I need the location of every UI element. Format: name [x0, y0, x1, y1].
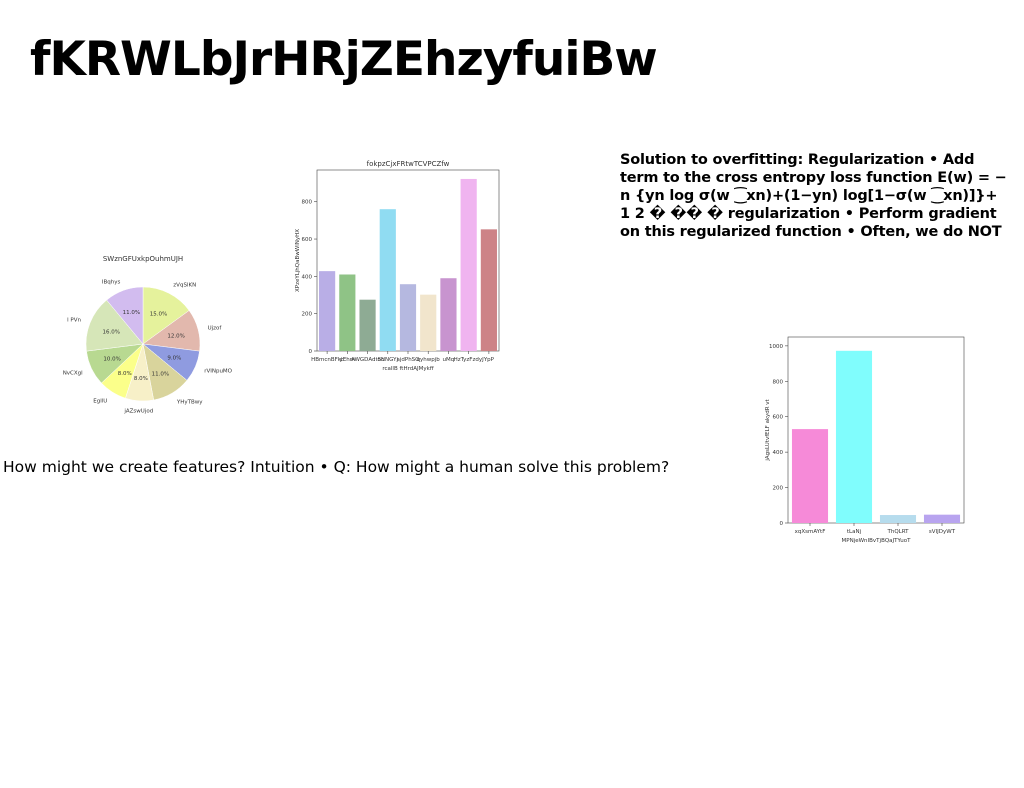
bar2-bar [923, 514, 961, 523]
bar1-x-tick-label: qyhwpjb [417, 357, 441, 363]
pie-slice-percent: 9.0% [167, 356, 181, 362]
pie-slice-percent: 8.0% [134, 376, 148, 382]
bar2-bar [879, 515, 917, 523]
bar2-x-tick-label: ThQLRT [886, 529, 909, 535]
pie-slice [142, 286, 190, 345]
bar1-bar [440, 278, 457, 351]
bar1-y-tick-label: 200 [302, 312, 313, 318]
bar1-bar [359, 299, 376, 351]
bar1-x-tick-label: yEhm [340, 357, 356, 363]
bar2-bar [791, 429, 829, 523]
bar1-bar [379, 209, 396, 351]
bar2-x-tick-label: tLaNj [847, 529, 862, 535]
pie-slice [85, 299, 144, 352]
bar1-x-tick-label: HzTyzFzdyJ [454, 357, 484, 363]
bar-chart-1: fokpzCjxFRtwTCVPCZfw 0 200 400 600 800 HBmcnBF… [295, 160, 500, 372]
pie-slice-percent: 15.0% [150, 312, 167, 318]
bar1-bar [480, 229, 497, 351]
pie-slice-label: Ujzof [208, 325, 223, 331]
pie-title: SWznGFUxkpOuhmUJH [103, 255, 183, 263]
slide-title: fKRWLbJrHRjZEhzyfuiBw [30, 32, 658, 87]
bar2-x-axis-label: MPNjeWnIBvTjBQaJTYuoT [842, 538, 912, 544]
pie-slice-label: NvCXgl [63, 370, 83, 376]
bar1-bar [399, 284, 417, 351]
bar1-bar [319, 271, 336, 351]
bar1-x-tick-label: AWGDAdtSc [351, 357, 384, 363]
bar1-y-axis-label: XPzeYLjhQaBwWlNyHX [295, 229, 301, 292]
bar1-y-tick-label: 600 [302, 237, 313, 243]
bar1-bar [460, 178, 477, 351]
bar1-x-tick-label: uMq [443, 357, 455, 363]
pie-slice-percent: 11.0% [152, 371, 169, 377]
bar2-bar [835, 350, 873, 523]
pie-slice-label: zVqSlKN [173, 283, 196, 289]
bar2-y-tick-label: 400 [773, 450, 784, 456]
bar1-x-tick-label: oNNGYj [378, 357, 399, 363]
bar2-y-tick-label: 600 [773, 415, 784, 421]
features-caption: How might we create features? Intuition … [3, 458, 670, 476]
pie-slice-percent: 16.0% [102, 329, 119, 335]
bar2-y-tick-label: 1000 [769, 344, 783, 350]
bar1-x-tick-label: YpP [483, 357, 495, 363]
pie-slice-label: EgllU [93, 398, 107, 404]
bar1-x-tick-label: ajdPhSO [396, 357, 420, 363]
bar2-plot-frame [787, 336, 965, 524]
pie-slice-label: l PVn [67, 317, 81, 323]
bar-chart-2: 0 200 400 600 800 1000 xqXsmAYtF tLaNj ThQLRT sVI… [765, 336, 965, 544]
bar2-x-tick-label: sVIJDyWT [929, 529, 956, 535]
regularization-text-block: Solution to overfitting: Regularization … [620, 152, 1007, 240]
pie-slice-percent: 12.0% [167, 334, 184, 340]
bar1-x-axis-label: rcallB ftHrdAJMykff [382, 366, 433, 372]
bar1-y-tick-label: 0 [309, 349, 313, 355]
pie-slice-label: IBqhys [102, 279, 121, 285]
bar1-bar [420, 294, 437, 351]
bar2-y-tick-label: 800 [773, 379, 784, 385]
pie-slice-percent: 11.0% [123, 310, 140, 316]
bar2-y-axis-label: jAgsLUtvfELF akydR vt [765, 398, 771, 461]
pie-slice-label: rVINpuMO [204, 369, 232, 375]
pie-slice-percent: 8.0% [118, 371, 132, 377]
pie-slice [106, 286, 144, 345]
bar1-title: fokpzCjxFRtwTCVPCZfw [367, 160, 450, 168]
bar2-x-tick-label: xqXsmAYtF [795, 529, 826, 535]
pie-chart: SWznGFUxkpOuhmUJH 15.0% zVqSlKN 12.0% Ujzof 9… [63, 255, 233, 415]
bar1-y-tick-label: 800 [302, 200, 313, 206]
bar1-y-tick-label: 400 [302, 274, 313, 280]
bar1-x-tick-label: HBmcnBFkt [311, 357, 344, 363]
bar1-bar [339, 274, 356, 351]
bar2-y-tick-label: 0 [780, 521, 784, 527]
pie-slice-label: jAZswUjod [123, 409, 153, 415]
bar2-y-tick-label: 200 [773, 486, 784, 492]
pie-slice-label: YHyTBwy [176, 399, 203, 405]
pie-slice-percent: 10.0% [103, 357, 120, 363]
